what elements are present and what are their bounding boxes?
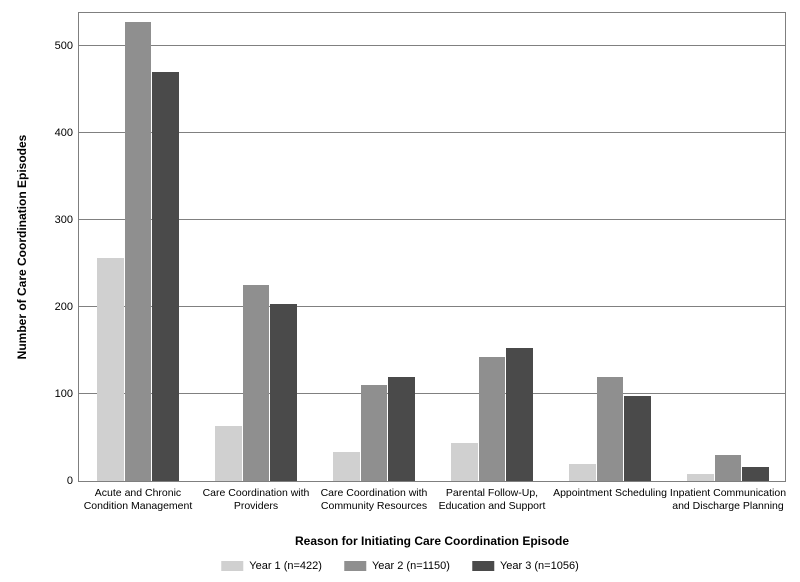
grid-line xyxy=(79,306,785,307)
bar xyxy=(270,304,297,481)
y-tick-label: 0 xyxy=(67,475,79,487)
plot-area: 0100200300400500Acute and Chronic Condit… xyxy=(78,12,786,482)
bar xyxy=(742,467,769,481)
legend-swatch xyxy=(221,561,243,571)
bar xyxy=(597,377,624,481)
legend-swatch xyxy=(344,561,366,571)
bar xyxy=(243,285,270,481)
grid-line xyxy=(79,45,785,46)
category-label: Inpatient Communication and Discharge Pl… xyxy=(669,481,787,513)
legend-label: Year 3 (n=1056) xyxy=(500,560,579,572)
grid-line xyxy=(79,393,785,394)
bar xyxy=(624,396,651,481)
grid-line xyxy=(79,219,785,220)
legend: Year 1 (n=422) Year 2 (n=1150) Year 3 (n=1… xyxy=(221,560,578,572)
x-axis-label: Reason for Initiating Care Coordination … xyxy=(295,534,569,548)
bar xyxy=(687,474,714,481)
legend-swatch xyxy=(472,561,494,571)
bar xyxy=(569,464,596,481)
bar xyxy=(479,357,506,481)
grid-line xyxy=(79,132,785,133)
legend-item: Year 3 (n=1056) xyxy=(472,560,579,572)
bar xyxy=(388,377,415,481)
category-label: Care Coordination with Community Resourc… xyxy=(315,481,433,513)
bar xyxy=(715,455,742,481)
category-label: Appointment Scheduling xyxy=(551,481,669,500)
bar xyxy=(361,385,388,481)
legend-item: Year 1 (n=422) xyxy=(221,560,322,572)
category-label: Parental Follow-Up, Education and Suppor… xyxy=(433,481,551,513)
legend-label: Year 2 (n=1150) xyxy=(372,560,450,572)
bar xyxy=(125,22,152,481)
category-label: Care Coordination with Providers xyxy=(197,481,315,513)
y-axis-label: Number of Care Coordination Episodes xyxy=(15,135,29,360)
y-tick-label: 300 xyxy=(55,214,79,226)
bar xyxy=(451,443,478,481)
chart-container: 0 100 200 300 400 500 Acute and Chronic Condit… xyxy=(0,0,800,582)
bar xyxy=(333,452,360,481)
y-tick-label: 100 xyxy=(55,388,79,400)
bar xyxy=(506,348,533,481)
bar xyxy=(152,72,179,481)
category-label: Acute and Chronic Condition Management xyxy=(79,481,197,513)
y-tick-label: 500 xyxy=(55,40,79,52)
y-tick-label: 200 xyxy=(55,301,79,313)
y-tick-label: 400 xyxy=(55,127,79,139)
legend-label: Year 1 (n=422) xyxy=(249,560,322,572)
bar xyxy=(97,258,124,481)
legend-item: Year 2 (n=1150) xyxy=(344,560,450,572)
bar xyxy=(215,426,242,481)
